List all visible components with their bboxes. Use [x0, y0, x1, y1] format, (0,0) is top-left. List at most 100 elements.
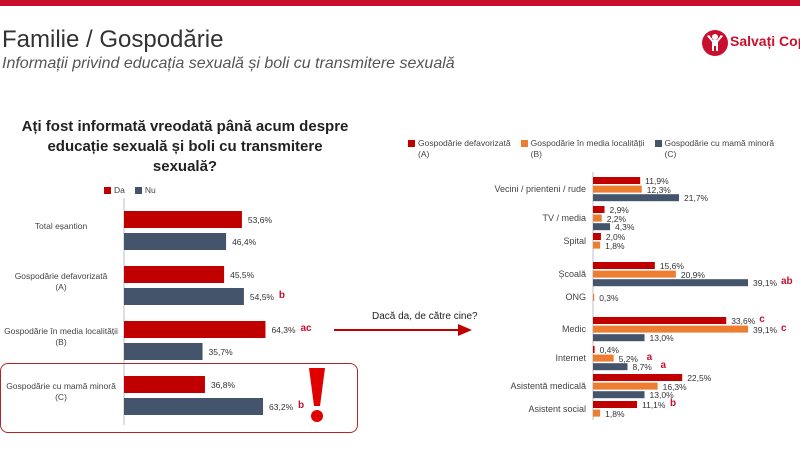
right-category-label: Asistent social [528, 403, 586, 414]
legend-item-c: Gospodărie cu mamă minoră (C) [654, 138, 775, 160]
right-bar [593, 214, 602, 222]
right-value-label: 13,0% [649, 333, 674, 344]
left-value-label: 46,4% [232, 237, 257, 247]
right-value-label: 1,8% [605, 408, 625, 419]
left-bar [124, 376, 205, 393]
followup-question: Dacă da, de către cine? [372, 311, 478, 322]
legend-swatch [408, 140, 415, 147]
left-chart-bars [124, 211, 266, 415]
left-value-label: 54,5% [249, 292, 274, 302]
exclamation-icon [309, 368, 325, 422]
right-bar [593, 363, 628, 371]
right-bar [593, 279, 748, 287]
legend-swatch [104, 187, 111, 194]
highlight-box [0, 363, 358, 433]
right-value-label: 39,1% [753, 324, 778, 335]
right-bar [593, 317, 727, 324]
right-value-label: 2,0% [605, 232, 626, 242]
significance-marker: c [781, 322, 787, 334]
right-value-label: 39,1% [753, 278, 778, 289]
child-arms-up-icon [702, 30, 728, 56]
right-bar [593, 294, 595, 301]
right-value-label: 2,9% [609, 205, 629, 215]
right-bar [593, 241, 601, 249]
legend-label: Nu [144, 185, 156, 195]
right-value-label: 11,1% [642, 400, 666, 410]
legend-swatch [654, 140, 662, 147]
left-value-label: 45,5% [230, 270, 255, 280]
left-bar [124, 398, 264, 415]
right-bar [593, 223, 611, 231]
legend-item-da: Da [104, 185, 125, 196]
right-category-label: Vecini / prienteni / rude [494, 183, 586, 194]
left-category-label: Gospodărie în media localității (B) [4, 326, 118, 347]
legend-label: Gospodărie în media localității (B) [530, 138, 645, 159]
left-value-label: 63,2% [269, 402, 294, 412]
right-value-label: 22,5% [687, 373, 712, 383]
legend-swatch [520, 140, 528, 147]
significance-marker: b [278, 290, 285, 301]
right-value-label: 16,3% [662, 381, 687, 392]
right-bar [593, 374, 683, 381]
right-category-label: Internet [555, 352, 586, 363]
right-bar [593, 391, 645, 399]
significance-marker: b [298, 400, 305, 411]
right-bar [593, 334, 645, 342]
legend-item-nu: Nu [134, 185, 156, 196]
right-category-label: Școală [558, 268, 586, 279]
right-bar [593, 233, 601, 240]
right-value-label: 15,6% [659, 261, 684, 271]
right-value-label: 8,7% [632, 362, 652, 373]
right-value-label: 4,3% [615, 222, 635, 233]
left-value-label: 35,7% [208, 347, 233, 357]
significance-marker: ab [781, 276, 793, 288]
right-bar [593, 325, 748, 333]
page-subtitle: Informații privind educația sexuală și b… [2, 55, 455, 72]
significance-marker: b [670, 398, 677, 409]
significance-marker: ac [300, 323, 312, 334]
right-category-label: Spital [563, 235, 586, 246]
right-bar [593, 346, 595, 353]
left-bar [124, 211, 242, 228]
right-category-label: TV / media [542, 212, 586, 223]
significance-marker: c [759, 314, 765, 325]
right-category-label: Asistentă medicală [510, 380, 586, 391]
right-bar [593, 354, 614, 362]
brand-logo: Salvați Copiii [700, 28, 800, 58]
page-title: Familie / Gospodărie [2, 26, 224, 53]
left-value-label: 36,8% [210, 380, 236, 390]
right-value-label: 2,2% [606, 213, 627, 224]
significance-marker: a [646, 351, 653, 363]
right-bar [593, 206, 605, 213]
left-bar [124, 288, 244, 305]
right-category-label: ONG [565, 292, 586, 303]
right-bar [593, 194, 680, 202]
left-legend: Da Nu [104, 185, 166, 196]
legend-label: Gospodărie defavorizată (A) [418, 138, 511, 159]
right-value-label: 0,4% [599, 345, 619, 355]
legend-item-b: Gospodărie în media localității (B) [520, 138, 645, 160]
left-chart-question: Ați fost informată vreodată până acum de… [21, 118, 349, 175]
right-value-label: 33,6% [731, 316, 756, 326]
left-bar [124, 233, 227, 250]
left-bar [124, 321, 266, 338]
right-value-label: 12,3% [646, 184, 671, 195]
left-bar [124, 266, 225, 283]
left-bar [124, 343, 203, 360]
right-value-label: 21,7% [684, 193, 709, 204]
right-bar [593, 185, 642, 193]
right-chart-bars [593, 177, 748, 417]
right-bar [593, 409, 601, 417]
legend-label: Da [114, 185, 125, 195]
right-bar [593, 270, 676, 278]
right-bar [593, 177, 641, 184]
right-value-label: 1,8% [605, 240, 625, 251]
right-bar [593, 262, 655, 269]
left-category-label: Total eșantion [34, 221, 88, 231]
top-accent-bar [0, 0, 800, 6]
legend-label: Gospodărie cu mamă minoră (C) [664, 138, 775, 159]
right-value-label: 11,9% [645, 176, 669, 186]
right-bar [593, 382, 658, 390]
right-legend: Gospodărie defavorizată (A) Gospodărie în… [408, 138, 784, 160]
